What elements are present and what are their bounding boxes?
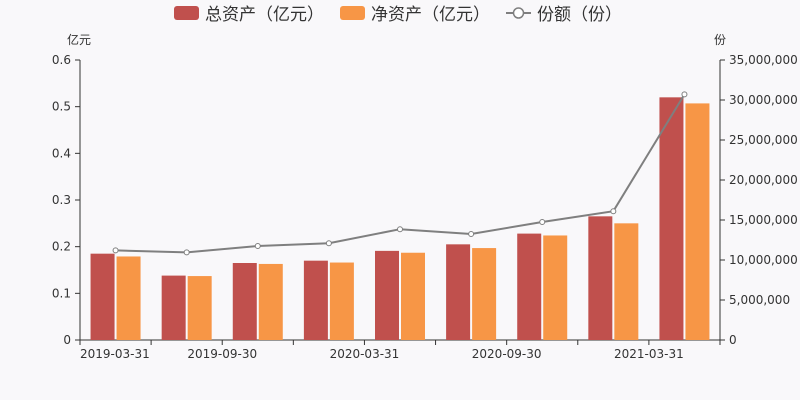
- y-left-tick-label: 0.1: [52, 286, 71, 300]
- y-right-tick-label: 25,000,000: [729, 133, 798, 147]
- axes: 0 0.1 0.2 0.3 0.4 0.5 0.6 0 5,000,000 10,000,000 1…: [52, 53, 798, 361]
- x-tick-label: 2021-03-31: [614, 347, 684, 361]
- y-left-tick-label: 0.3: [52, 193, 71, 207]
- bar-total-assets: [659, 97, 684, 340]
- y-right-tick-label: 0: [729, 333, 737, 347]
- y-left-tick-label: 0: [63, 333, 71, 347]
- legend-label: 总资产（亿元）: [205, 5, 324, 25]
- y-right-tick-label: 15,000,000: [729, 213, 798, 227]
- bar-net-assets: [329, 262, 354, 340]
- bar-total-assets: [588, 216, 613, 340]
- bar-total-assets: [517, 233, 542, 340]
- legend-label: 份额（份）: [537, 5, 622, 25]
- bar-net-assets: [685, 103, 710, 341]
- bar-total-assets: [161, 275, 186, 340]
- bar-net-assets: [116, 256, 141, 340]
- legend-label: 净资产（亿元）: [371, 5, 490, 25]
- x-tick-label: 2020-09-30: [472, 347, 542, 361]
- bars: [90, 97, 710, 341]
- shares-point: [468, 231, 475, 237]
- bar-net-assets: [543, 235, 568, 340]
- y-left-unit-label: 亿元: [67, 32, 91, 47]
- y-right-unit-label: 份: [714, 33, 726, 47]
- bar-total-assets: [90, 253, 115, 340]
- y-left-tick-label: 0.4: [52, 146, 71, 160]
- bar-total-assets: [303, 260, 328, 340]
- shares-point: [112, 247, 119, 254]
- shares-point: [397, 226, 403, 233]
- bar-total-assets: [375, 250, 399, 340]
- y-right-tick-label: 20,000,000: [729, 173, 798, 187]
- legend-swatch: [174, 6, 199, 20]
- shares-point: [610, 208, 617, 215]
- bar-net-assets: [472, 248, 497, 340]
- legend-item[interactable]: 总资产（亿元）: [174, 5, 324, 25]
- shares-point: [539, 219, 546, 225]
- shares-point: [183, 249, 190, 256]
- bar-total-assets: [232, 263, 257, 340]
- legend[interactable]: 总资产（亿元） 净资产（亿元） 份额（份）: [174, 5, 622, 25]
- bar-total-assets: [446, 244, 471, 340]
- legend-item[interactable]: 净资产（亿元）: [340, 5, 490, 25]
- legend-swatch-marker: [512, 7, 525, 19]
- y-right-tick-label: 5,000,000: [729, 293, 790, 307]
- shares-point: [254, 243, 261, 249]
- x-tick-label: 2019-03-31: [80, 347, 150, 361]
- bar-net-assets: [187, 276, 212, 340]
- bar-net-assets: [614, 223, 639, 340]
- shares-point: [681, 91, 688, 98]
- y-right-tick-label: 10,000,000: [729, 253, 798, 267]
- y-left-tick-label: 0.6: [52, 53, 71, 67]
- y-left-tick-label: 0.5: [52, 100, 71, 114]
- bar-net-assets: [258, 263, 283, 340]
- x-tick-label: 2020-03-31: [330, 347, 400, 361]
- legend-swatch: [340, 6, 365, 20]
- y-right-tick-label: 35,000,000: [729, 53, 798, 67]
- shares-point: [325, 240, 332, 247]
- x-tick-label: 2019-09-30: [187, 347, 257, 361]
- y-right-tick-label: 30,000,000: [729, 93, 798, 107]
- bar-net-assets: [401, 252, 425, 340]
- line-series: [112, 91, 688, 256]
- y-left-tick-label: 0.2: [52, 240, 71, 254]
- legend-item[interactable]: 份额（份）: [506, 5, 622, 25]
